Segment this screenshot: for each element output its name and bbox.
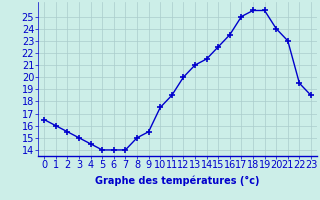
- X-axis label: Graphe des températures (°c): Graphe des températures (°c): [95, 176, 260, 186]
